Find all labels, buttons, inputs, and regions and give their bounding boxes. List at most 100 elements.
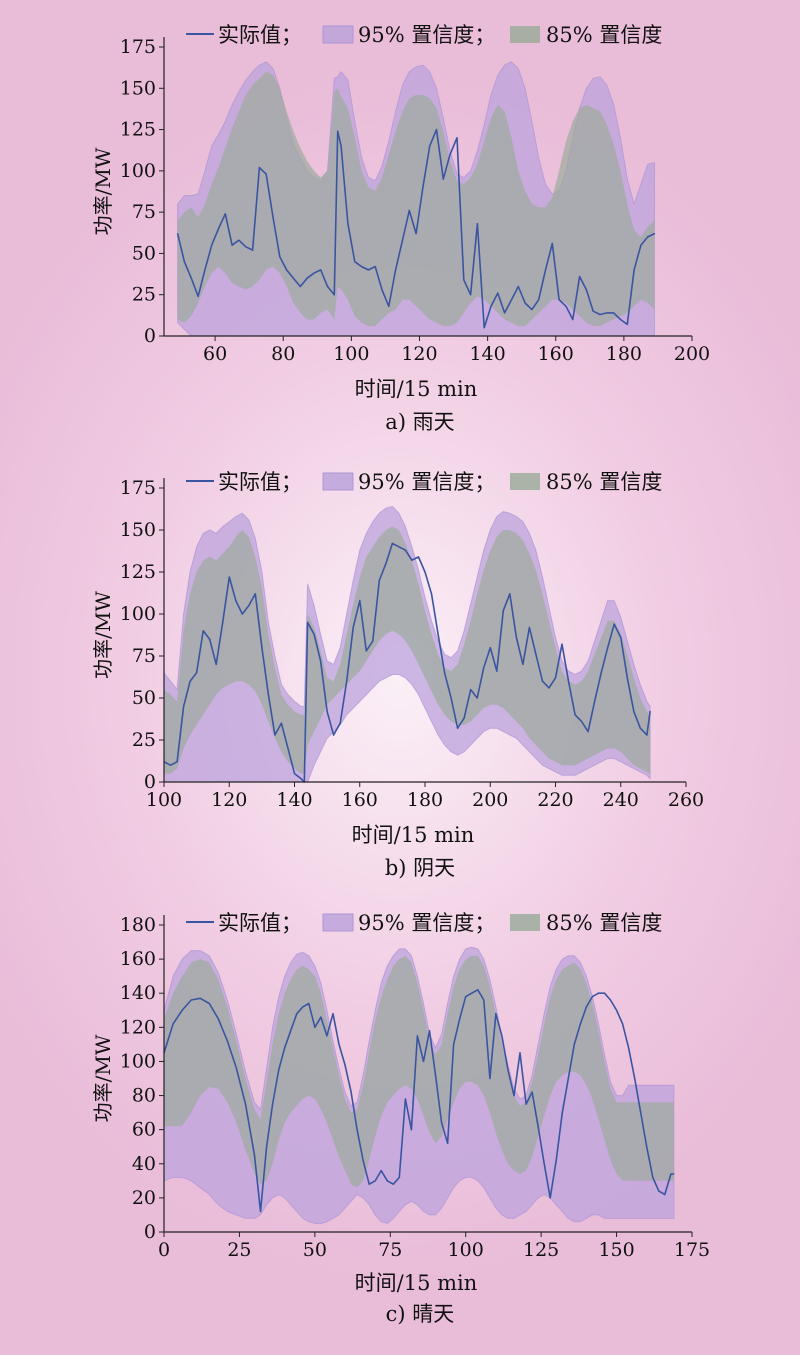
actual-point (333, 734, 335, 736)
actual-point (538, 299, 540, 301)
actual-point (509, 593, 511, 595)
actual-point (190, 999, 192, 1001)
actual-point (453, 1043, 455, 1045)
actual-point (314, 1026, 316, 1028)
actual-point (594, 700, 596, 703)
actual-point (190, 277, 192, 279)
actual-point (320, 1016, 322, 1018)
actual-point (320, 660, 322, 662)
actual-point (633, 710, 635, 713)
actual-point (228, 576, 230, 578)
actual-point (607, 647, 609, 649)
actual-point (496, 670, 498, 672)
actual-point (592, 310, 594, 312)
actual-point (573, 1043, 575, 1045)
x-tick-label: 200 (472, 789, 508, 811)
actual-point (244, 1103, 247, 1105)
actual-point (235, 600, 237, 602)
actual-point (658, 1190, 660, 1192)
y-tick-label: 100 (120, 1050, 156, 1072)
legend-actual-label: 实际值； (218, 911, 302, 935)
y-tick-label: 20 (132, 1187, 156, 1209)
actual-point (463, 279, 465, 281)
actual-point (292, 277, 294, 279)
legend-ci85-label: 85% 置信度 (546, 23, 662, 47)
actual-point (442, 178, 444, 180)
actual-point (287, 747, 289, 750)
legend-ci95-label: 95% 置信度； (358, 23, 495, 47)
actual-point (211, 244, 213, 246)
actual-point (585, 1006, 588, 1008)
actual-point (457, 727, 459, 729)
actual-point (424, 571, 426, 573)
actual-point (326, 1035, 328, 1037)
actual-point (483, 999, 485, 1001)
x-axis-label: 时间/15 min (355, 1271, 478, 1295)
actual-point (374, 266, 376, 268)
actual-point (524, 302, 526, 304)
actual-point (169, 764, 172, 766)
actual-point (613, 312, 615, 314)
legend-actual-label: 实际值； (218, 470, 302, 494)
actual-point (392, 1183, 394, 1185)
y-tick-label: 75 (132, 201, 156, 223)
actual-point (339, 722, 341, 724)
actual-point (609, 999, 612, 1001)
actual-point (581, 720, 583, 723)
actual-point (476, 697, 478, 699)
actual-point (555, 1159, 557, 1161)
actual-point (565, 305, 567, 307)
actual-point (670, 1173, 672, 1175)
x-tick-label: 140 (469, 343, 505, 365)
x-tick-label: 25 (227, 1239, 251, 1261)
actual-point (411, 559, 413, 561)
y-tick-label: 150 (120, 519, 156, 541)
actual-point (507, 1069, 509, 1071)
actual-point (600, 672, 602, 674)
actual-point (502, 610, 504, 612)
actual-point (422, 186, 424, 188)
actual-point (274, 734, 276, 736)
actual-point (620, 636, 622, 639)
actual-point (626, 323, 628, 325)
y-tick-label: 25 (132, 729, 156, 751)
y-tick-label: 120 (120, 1016, 156, 1038)
actual-point (450, 697, 452, 699)
x-tick-label: 60 (203, 343, 227, 365)
actual-point (374, 1180, 376, 1182)
actual-point (290, 1030, 292, 1032)
actual-point (459, 1018, 461, 1020)
actual-point (278, 1069, 280, 1071)
actual-point (340, 145, 342, 147)
actual-point (209, 638, 211, 640)
actual-point (248, 605, 250, 607)
legend-ci95-label: 95% 置信度； (358, 911, 495, 935)
actual-point (202, 630, 204, 632)
panel-caption: c) 晴天 (386, 1302, 455, 1326)
x-tick-label: 150 (598, 1239, 634, 1261)
x-axis-label: 时间/15 min (352, 823, 475, 847)
actual-point (489, 1077, 491, 1080)
actual-point (258, 167, 260, 169)
actual-point (267, 694, 269, 696)
legend-ci85-swatch (510, 26, 540, 43)
actual-point (653, 233, 656, 235)
actual-point (259, 1210, 262, 1213)
actual-point (254, 593, 256, 595)
actual-point (235, 1067, 237, 1069)
y-tick-label: 150 (120, 77, 156, 99)
actual-point (408, 209, 410, 212)
actual-point (272, 216, 274, 218)
actual-point (272, 1103, 274, 1105)
actual-point (333, 294, 335, 296)
actual-point (444, 672, 446, 674)
actual-point (646, 1146, 648, 1148)
legend-ci85-label: 85% 置信度 (546, 470, 662, 494)
actual-point (483, 327, 485, 329)
actual-point (280, 722, 282, 724)
actual-point (613, 623, 615, 625)
actual-point (551, 242, 553, 245)
actual-point (628, 1047, 630, 1049)
x-tick-label: 120 (401, 343, 437, 365)
